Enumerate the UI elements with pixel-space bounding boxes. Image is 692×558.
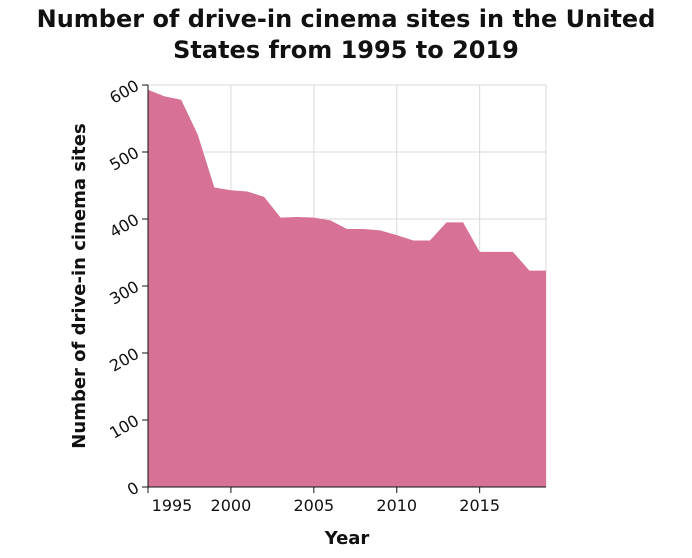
y-tick-label: 600 xyxy=(106,76,142,108)
axes xyxy=(142,84,546,493)
y-tick-label: 400 xyxy=(106,210,142,242)
chart-title-line-1: Number of drive-in cinema sites in the U… xyxy=(36,5,656,33)
y-tick-label: 300 xyxy=(106,277,142,309)
x-tick-label: 2010 xyxy=(376,496,417,515)
chart-title: Number of drive-in cinema sites in the U… xyxy=(0,4,692,66)
y-tick-label: 100 xyxy=(106,411,142,443)
y-axis-label: Number of drive-in cinema sites xyxy=(69,123,90,448)
y-tick-label: 500 xyxy=(106,143,142,175)
area-series xyxy=(148,89,546,487)
x-tick-label: 2005 xyxy=(293,496,334,515)
y-tick-label: 0 xyxy=(124,478,142,500)
x-axis-label: Year xyxy=(324,528,370,549)
x-tick-label: 2015 xyxy=(459,496,500,515)
chart-title-line-2: States from 1995 to 2019 xyxy=(173,36,519,64)
x-tick-label: 1995 xyxy=(152,496,193,515)
y-tick-label: 200 xyxy=(106,344,142,376)
x-tick-label: 2000 xyxy=(211,496,252,515)
